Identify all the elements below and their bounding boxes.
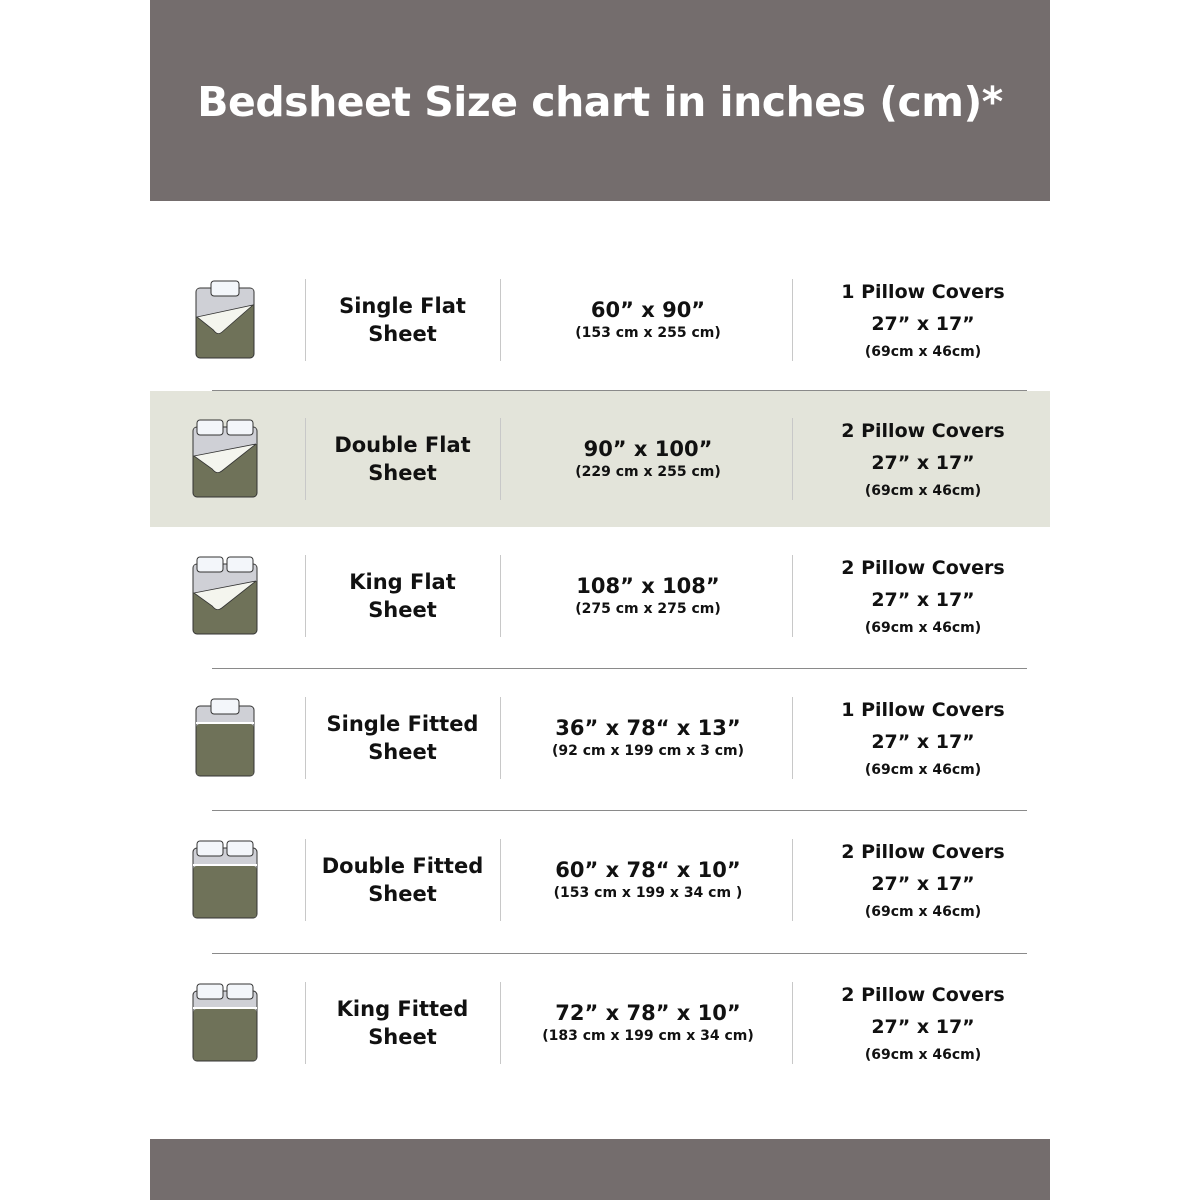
- sheet-name-line2: Sheet: [368, 598, 437, 622]
- size-row: Double Flat Sheet 90” x 100” (229 cm x 2…: [150, 391, 1050, 527]
- pillow-size-cm: (69cm x 46cm): [864, 483, 982, 499]
- column-divider: [500, 418, 501, 500]
- footer-banner: [150, 1139, 1050, 1200]
- size-inches: 90” x 100”: [583, 437, 713, 461]
- column-divider: [500, 697, 501, 779]
- pillow-size-inches: 27” x 17”: [871, 452, 975, 474]
- size-inches: 72” x 78” x 10”: [555, 1001, 741, 1025]
- column-divider: [500, 982, 501, 1064]
- size-inches: 108” x 108”: [576, 574, 720, 598]
- row-divider: [212, 953, 1027, 954]
- size-cm: (229 cm x 255 cm): [575, 464, 721, 480]
- pillow-count: 1 Pillow Covers: [841, 281, 1005, 303]
- sheet-name-line1: King Fitted: [336, 997, 469, 1021]
- pillow-size-cm: (69cm x 46cm): [864, 904, 982, 920]
- pillow-info: 2 Pillow Covers 27” x 17” (69cm x 46cm): [800, 978, 1046, 1068]
- king-fitted-bed-icon: [192, 983, 258, 1062]
- sheet-size: 108” x 108” (275 cm x 275 cm): [510, 573, 786, 619]
- sheet-name: Double Fitted Sheet: [310, 852, 495, 908]
- column-divider: [500, 839, 501, 921]
- sheet-size: 72” x 78” x 10” (183 cm x 199 cm x 34 cm…: [510, 1000, 786, 1046]
- sheet-name-line1: Double Flat: [334, 433, 471, 457]
- column-divider: [792, 418, 793, 500]
- row-divider: [212, 390, 1027, 391]
- column-divider: [305, 839, 306, 921]
- size-cm: (275 cm x 275 cm): [575, 601, 721, 617]
- sheet-name-line1: King Flat: [349, 570, 456, 594]
- size-row: Double Fitted Sheet 60” x 78“ x 10” (153…: [150, 812, 1050, 948]
- row-divider: [212, 810, 1027, 811]
- pillow-size-inches: 27” x 17”: [871, 1016, 975, 1038]
- sheet-name-line2: Sheet: [368, 882, 437, 906]
- pillow-info: 2 Pillow Covers 27” x 17” (69cm x 46cm): [800, 835, 1046, 925]
- sheet-name-line2: Sheet: [368, 740, 437, 764]
- column-divider: [500, 555, 501, 637]
- column-divider: [305, 697, 306, 779]
- column-divider: [792, 555, 793, 637]
- single-fitted-bed-icon: [195, 698, 255, 777]
- sheet-size: 60” x 78“ x 10” (153 cm x 199 x 34 cm ): [510, 857, 786, 903]
- pillow-info: 1 Pillow Covers 27” x 17” (69cm x 46cm): [800, 275, 1046, 365]
- double-fitted-bed-icon: [192, 840, 258, 919]
- sheet-size: 90” x 100” (229 cm x 255 cm): [510, 436, 786, 482]
- pillow-count: 2 Pillow Covers: [841, 557, 1005, 579]
- pillow-info: 2 Pillow Covers 27” x 17” (69cm x 46cm): [800, 551, 1046, 641]
- column-divider: [305, 982, 306, 1064]
- size-row: King Fitted Sheet 72” x 78” x 10” (183 c…: [150, 955, 1050, 1091]
- column-divider: [792, 839, 793, 921]
- sheet-size: 60” x 90” (153 cm x 255 cm): [510, 297, 786, 343]
- pillow-size-inches: 27” x 17”: [871, 873, 975, 895]
- pillow-size-inches: 27” x 17”: [871, 313, 975, 335]
- sheet-name: King Fitted Sheet: [310, 995, 495, 1051]
- column-divider: [792, 697, 793, 779]
- king-flat-bed-icon: [192, 556, 258, 635]
- pillow-info: 2 Pillow Covers 27” x 17” (69cm x 46cm): [800, 414, 1046, 504]
- column-divider: [792, 982, 793, 1064]
- pillow-size-cm: (69cm x 46cm): [864, 344, 982, 360]
- size-cm: (153 cm x 199 x 34 cm ): [553, 885, 743, 901]
- single-flat-bed-icon: [195, 280, 255, 359]
- sheet-name-line2: Sheet: [368, 461, 437, 485]
- sheet-name: Single Fitted Sheet: [310, 710, 495, 766]
- size-row: Single Flat Sheet 60” x 90” (153 cm x 25…: [150, 252, 1050, 388]
- sheet-name: Single Flat Sheet: [310, 292, 495, 348]
- sheet-name-line2: Sheet: [368, 1025, 437, 1049]
- sheet-name-line1: Single Flat: [339, 294, 466, 318]
- column-divider: [305, 555, 306, 637]
- size-row: Single Fitted Sheet 36” x 78“ x 13” (92 …: [150, 670, 1050, 806]
- column-divider: [305, 418, 306, 500]
- size-inches: 36” x 78“ x 13”: [555, 716, 741, 740]
- pillow-count: 2 Pillow Covers: [841, 420, 1005, 442]
- pillow-count: 2 Pillow Covers: [841, 841, 1005, 863]
- pillow-count: 1 Pillow Covers: [841, 699, 1005, 721]
- pillow-size-cm: (69cm x 46cm): [864, 1047, 982, 1063]
- row-divider: [212, 668, 1027, 669]
- pillow-count: 2 Pillow Covers: [841, 984, 1005, 1006]
- pillow-size-cm: (69cm x 46cm): [864, 620, 982, 636]
- pillow-size-cm: (69cm x 46cm): [864, 762, 982, 778]
- sheet-name: King Flat Sheet: [310, 568, 495, 624]
- sheet-name-line1: Single Fitted: [326, 712, 479, 736]
- pillow-size-inches: 27” x 17”: [871, 731, 975, 753]
- sheet-name-line2: Sheet: [368, 322, 437, 346]
- size-cm: (153 cm x 255 cm): [575, 325, 721, 341]
- sheet-name-line1: Double Fitted: [321, 854, 484, 878]
- column-divider: [500, 279, 501, 361]
- sheet-size: 36” x 78“ x 13” (92 cm x 199 cm x 3 cm): [510, 715, 786, 761]
- sheet-name: Double Flat Sheet: [310, 431, 495, 487]
- pillow-info: 1 Pillow Covers 27” x 17” (69cm x 46cm): [800, 693, 1046, 783]
- size-cm: (92 cm x 199 cm x 3 cm): [551, 743, 745, 759]
- size-row: King Flat Sheet 108” x 108” (275 cm x 27…: [150, 528, 1050, 664]
- column-divider: [305, 279, 306, 361]
- pillow-size-inches: 27” x 17”: [871, 589, 975, 611]
- header-banner: Bedsheet Size chart in inches (cm)*: [150, 0, 1050, 201]
- double-flat-bed-icon: [192, 419, 258, 498]
- page-title: Bedsheet Size chart in inches (cm)*: [197, 78, 1003, 126]
- size-inches: 60” x 90”: [590, 298, 706, 322]
- column-divider: [792, 279, 793, 361]
- size-inches: 60” x 78“ x 10”: [555, 858, 741, 882]
- size-cm: (183 cm x 199 cm x 34 cm): [542, 1028, 754, 1044]
